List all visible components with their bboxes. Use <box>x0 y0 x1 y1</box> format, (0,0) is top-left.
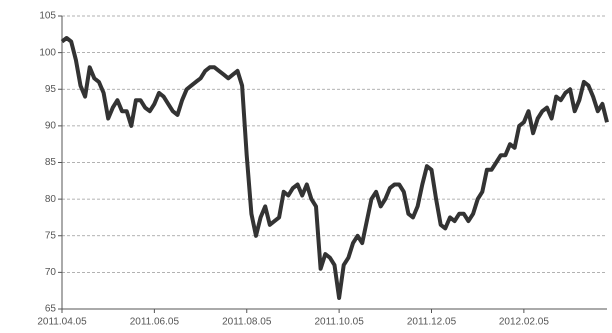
x-tick-label: 2011.04.05 <box>37 317 87 328</box>
y-tick-label: 65 <box>45 304 57 315</box>
x-tick-label: 2012.02.05 <box>499 317 549 328</box>
y-tick-label: 95 <box>45 84 57 95</box>
series-line <box>60 36 609 300</box>
y-tick-label: 70 <box>45 267 57 278</box>
y-tick-label: 85 <box>45 157 57 168</box>
y-tick-label: 90 <box>45 121 57 132</box>
y-tick-label: 75 <box>45 230 57 241</box>
x-tick-label: 2011.10.05 <box>314 317 364 328</box>
x-tick-label: 2011.06.05 <box>130 317 180 328</box>
y-tick-label: 100 <box>39 47 56 58</box>
y-tick-label: 105 <box>39 11 56 22</box>
x-tick-label: 2011.12.05 <box>407 317 457 328</box>
x-tick-label: 2011.08.05 <box>222 317 272 328</box>
y-tick-label: 80 <box>45 194 57 205</box>
